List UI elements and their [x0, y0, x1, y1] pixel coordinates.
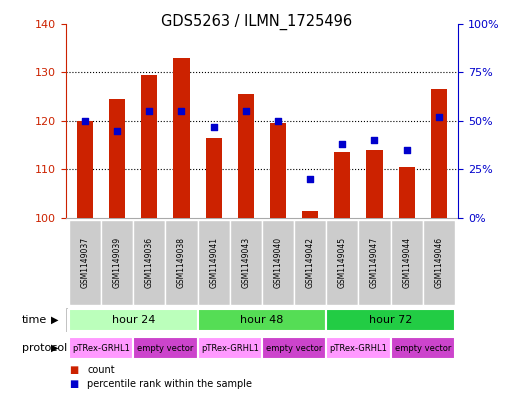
Text: GSM1149039: GSM1149039: [113, 237, 122, 288]
Text: ■: ■: [70, 379, 79, 389]
Point: [242, 108, 250, 114]
Bar: [230, 220, 262, 305]
Text: GDS5263 / ILMN_1725496: GDS5263 / ILMN_1725496: [161, 14, 352, 30]
Text: protocol: protocol: [22, 343, 67, 353]
Bar: [390, 220, 423, 305]
Text: GSM1149038: GSM1149038: [177, 237, 186, 288]
Text: GSM1149045: GSM1149045: [338, 237, 347, 288]
Point: [370, 137, 379, 143]
Text: ■: ■: [70, 365, 79, 375]
Point: [435, 114, 443, 120]
Bar: [198, 337, 262, 359]
Bar: [198, 309, 326, 331]
Text: GSM1149044: GSM1149044: [402, 237, 411, 288]
Bar: [262, 337, 326, 359]
Point: [403, 147, 411, 153]
Point: [306, 176, 314, 182]
Bar: [198, 220, 230, 305]
Text: hour 24: hour 24: [111, 315, 155, 325]
Bar: [359, 220, 390, 305]
Bar: [133, 337, 198, 359]
Text: ▶: ▶: [51, 343, 58, 353]
Text: GSM1149041: GSM1149041: [209, 237, 218, 288]
Bar: [165, 220, 198, 305]
Bar: [141, 75, 157, 218]
Point: [274, 118, 282, 124]
Text: hour 48: hour 48: [240, 315, 284, 325]
Bar: [326, 337, 390, 359]
Point: [177, 108, 186, 114]
Point: [81, 118, 89, 124]
Bar: [366, 150, 383, 218]
Text: GSM1149047: GSM1149047: [370, 237, 379, 288]
Point: [145, 108, 153, 114]
Text: GSM1149040: GSM1149040: [273, 237, 283, 288]
Bar: [399, 167, 415, 218]
Bar: [326, 220, 359, 305]
Bar: [423, 220, 455, 305]
Bar: [326, 309, 455, 331]
Text: time: time: [22, 315, 47, 325]
Text: GSM1149046: GSM1149046: [435, 237, 443, 288]
Text: empty vector: empty vector: [266, 344, 322, 353]
Text: GSM1149037: GSM1149037: [81, 237, 89, 288]
Bar: [101, 220, 133, 305]
Bar: [431, 89, 447, 218]
Bar: [69, 309, 198, 331]
Bar: [262, 220, 294, 305]
Text: pTRex-GRHL1: pTRex-GRHL1: [72, 344, 130, 353]
Text: GSM1149042: GSM1149042: [306, 237, 314, 288]
Bar: [294, 220, 326, 305]
Bar: [109, 99, 125, 218]
Bar: [334, 152, 350, 218]
Text: GSM1149036: GSM1149036: [145, 237, 154, 288]
Bar: [206, 138, 222, 218]
Bar: [69, 337, 133, 359]
Bar: [173, 58, 189, 218]
Text: percentile rank within the sample: percentile rank within the sample: [87, 379, 252, 389]
Text: ▶: ▶: [51, 315, 58, 325]
Bar: [302, 211, 318, 218]
Bar: [69, 220, 101, 305]
Point: [113, 127, 121, 134]
Point: [209, 123, 218, 130]
Bar: [390, 337, 455, 359]
Point: [338, 141, 346, 147]
Text: pTRex-GRHL1: pTRex-GRHL1: [201, 344, 259, 353]
Text: count: count: [87, 365, 115, 375]
Text: empty vector: empty vector: [137, 344, 193, 353]
Text: GSM1149043: GSM1149043: [241, 237, 250, 288]
Bar: [133, 220, 165, 305]
Text: pTRex-GRHL1: pTRex-GRHL1: [329, 344, 387, 353]
Text: hour 72: hour 72: [369, 315, 412, 325]
Bar: [270, 123, 286, 218]
Bar: [77, 121, 93, 218]
Bar: [238, 94, 254, 218]
Text: empty vector: empty vector: [394, 344, 451, 353]
